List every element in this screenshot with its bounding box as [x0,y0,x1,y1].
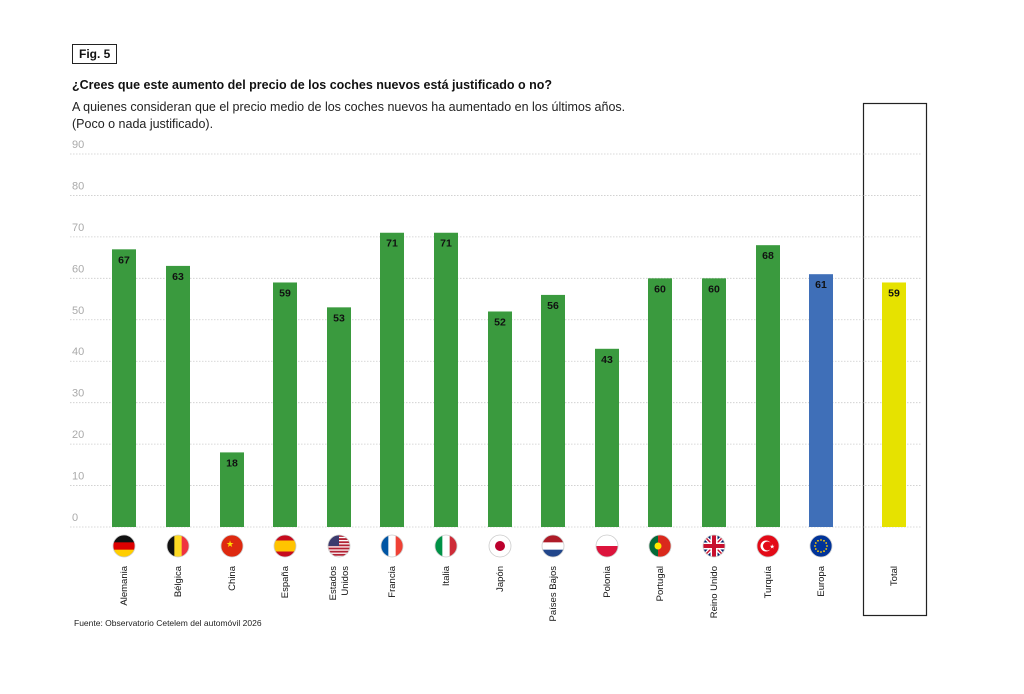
turkey-flag-icon: ★ [756,534,780,558]
bar-europa [809,274,833,527]
data-label: 59 [888,287,900,299]
category-label: China [227,565,238,591]
data-label: 59 [279,287,291,299]
category-label: Portugal [655,566,666,601]
subtitle-line-1: A quienes consideran que el precio medio… [72,100,626,114]
category-label: Estados Unidos [328,566,351,601]
category-label: Bélgica [173,565,184,597]
bar-japón [488,311,512,527]
bar-italia [434,232,458,527]
data-label: 71 [440,238,452,250]
svg-text:★: ★ [770,544,775,551]
bar-reino-unido [702,278,726,527]
category-label: Total [889,566,900,586]
data-label: 60 [708,283,720,295]
category-label: Europa [816,565,827,596]
category-label-text: Países Bajos [548,566,559,622]
data-label: 61 [815,279,827,291]
category-label-text: Francia [387,565,398,597]
total-frame [862,102,928,617]
y-tick-label: 90 [72,139,84,151]
y-tick-label: 50 [72,305,84,317]
y-tick-label: 20 [72,429,84,441]
uk-flag-icon [702,534,726,558]
category-label-text: Turquía [763,565,774,598]
portugal-flag-icon [648,534,672,558]
bar-bélgica [166,265,190,527]
category-label: Países Bajos [548,566,559,622]
category-label-text: Portugal [655,566,666,601]
category-label-text: Total [889,566,900,586]
category-label-text: Bélgica [173,565,184,597]
data-label: 67 [118,254,130,266]
category-label-text: España [280,565,291,598]
category-label: España [280,565,291,598]
category-label: Reino Unido [709,566,720,618]
data-label: 56 [547,300,559,312]
poland-flag-icon [595,534,619,558]
data-label: 71 [386,238,398,250]
y-tick-label: 80 [72,180,84,192]
y-tick-label: 10 [72,471,84,483]
category-label-text: Japón [495,566,506,592]
data-label: 60 [654,283,666,295]
category-label: Italia [441,565,452,586]
bar-españa [273,282,297,527]
bar-china [220,452,244,527]
chart-subtitle: A quienes consideran que el precio medio… [72,99,625,133]
category-label: Japón [495,566,506,592]
netherlands-flag-icon [541,534,565,558]
category-label-text: China [227,565,238,591]
category-label-text: Italia [441,565,452,586]
y-tick-label: 30 [72,388,84,400]
category-label-text: Polonia [602,565,613,597]
category-label: Alemania [119,565,130,605]
bar-total [882,282,906,527]
bar-turquía [756,245,780,527]
chart-title: ¿Crees que este aumento del precio de lo… [72,78,552,92]
data-label: 18 [226,457,238,469]
bar-estados-unidos [327,307,351,527]
data-label: 52 [494,316,506,328]
data-label: 53 [333,312,345,324]
bar-polonia [595,348,619,527]
bar-portugal [648,278,672,527]
data-label: 43 [601,354,613,366]
bar-países-bajos [541,294,565,527]
category-label-text: Europa [816,565,827,596]
subtitle-line-2: (Poco o nada justificado). [72,117,214,131]
svg-text:★: ★ [226,539,234,549]
china-flag-icon: ★ [220,534,244,558]
italy-flag-icon [434,534,458,558]
belgium-flag-icon [166,534,190,558]
y-tick-label: 70 [72,222,84,234]
germany-flag-icon [112,534,136,558]
category-label: Polonia [602,565,613,597]
eu-flag-icon [809,534,833,558]
figure-label: Fig. 5 [72,44,118,64]
source-note: Fuente: Observatorio Cetelem del automóv… [74,618,262,628]
usa-flag-icon [327,534,351,558]
y-tick-label: 60 [72,263,84,275]
category-label: Turquía [763,565,774,598]
category-label-text: Reino Unido [709,566,720,618]
category-label-text: Unidos [340,566,351,596]
bar-alemania [112,249,136,528]
y-tick-label: 40 [72,346,84,358]
spain-flag-icon [273,534,297,558]
data-label: 63 [172,271,184,283]
france-flag-icon [380,534,404,558]
bar-francia [380,232,404,527]
japan-flag-icon [488,534,512,558]
category-label-text: Estados [328,566,339,601]
category-label-text: Alemania [119,565,130,605]
data-label: 68 [762,250,774,262]
y-tick-label: 0 [72,512,78,524]
category-label: Francia [387,565,398,597]
